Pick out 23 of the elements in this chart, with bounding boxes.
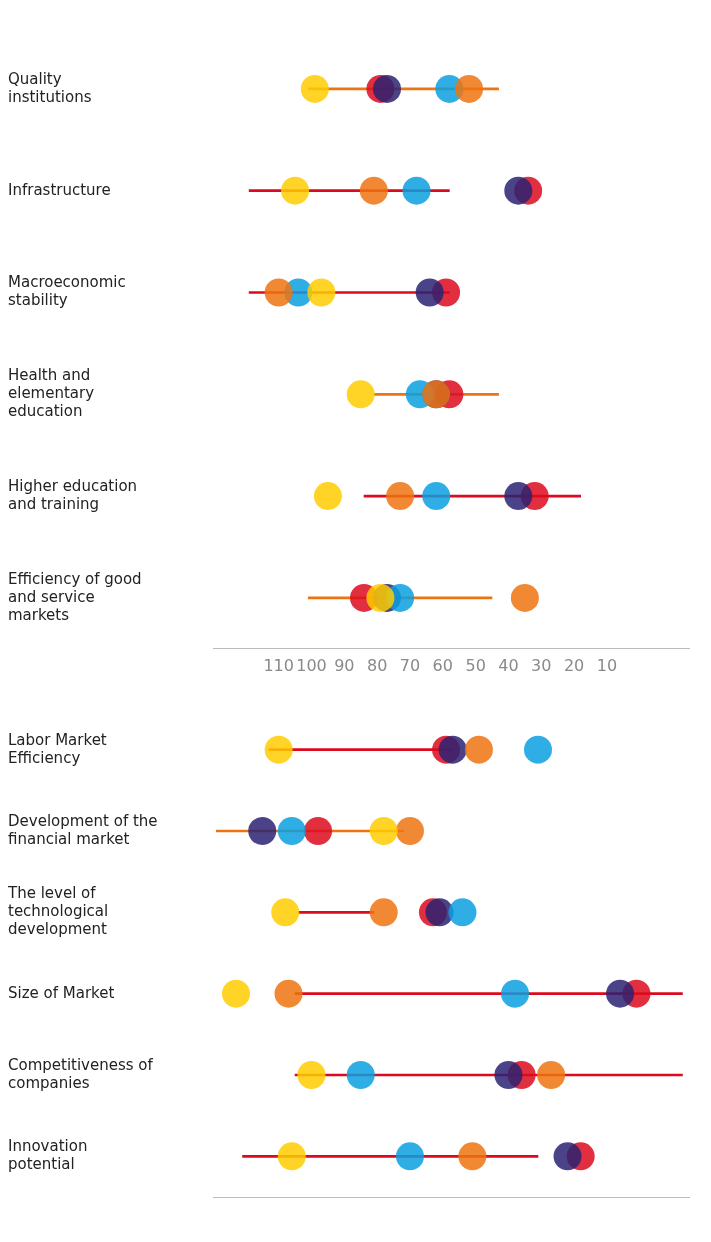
y-tick-label: Efficiency of good and service markets [8, 569, 142, 624]
x-tick-label: 50 [465, 655, 486, 675]
x-tick-label: 80 [366, 655, 388, 675]
y-tick-label: Innovation potential [8, 1137, 88, 1174]
y-tick-label: Infrastructure [8, 180, 111, 199]
x-tick-label: 100 [296, 655, 327, 675]
y-tick-label: Macroeconomic stability [8, 273, 126, 310]
x-tick-label: 20 [563, 655, 585, 675]
y-tick-label: Competitiveness of companies [8, 1055, 154, 1092]
x-tick-label: 60 [432, 655, 453, 675]
x-tick-label: 40 [498, 655, 519, 675]
y-tick-label: Labor Market Efficiency [8, 730, 107, 767]
y-tick-label: The level of technological development [7, 884, 109, 939]
y-tick-label: Health and elementary education [8, 366, 95, 421]
y-tick-label: Quality institutions [8, 69, 92, 106]
x-tick-label: 70 [399, 655, 421, 675]
y-tick-label: Higher education and training [8, 476, 138, 513]
x-tick-label: 30 [531, 655, 552, 675]
x-tick-label: 10 [596, 655, 618, 675]
x-tick-label: 110 [263, 655, 294, 675]
x-tick-label: 90 [334, 655, 355, 675]
y-tick-label: Development of the financial market [8, 811, 158, 848]
y-tick-label: Size of Market [8, 983, 115, 1002]
